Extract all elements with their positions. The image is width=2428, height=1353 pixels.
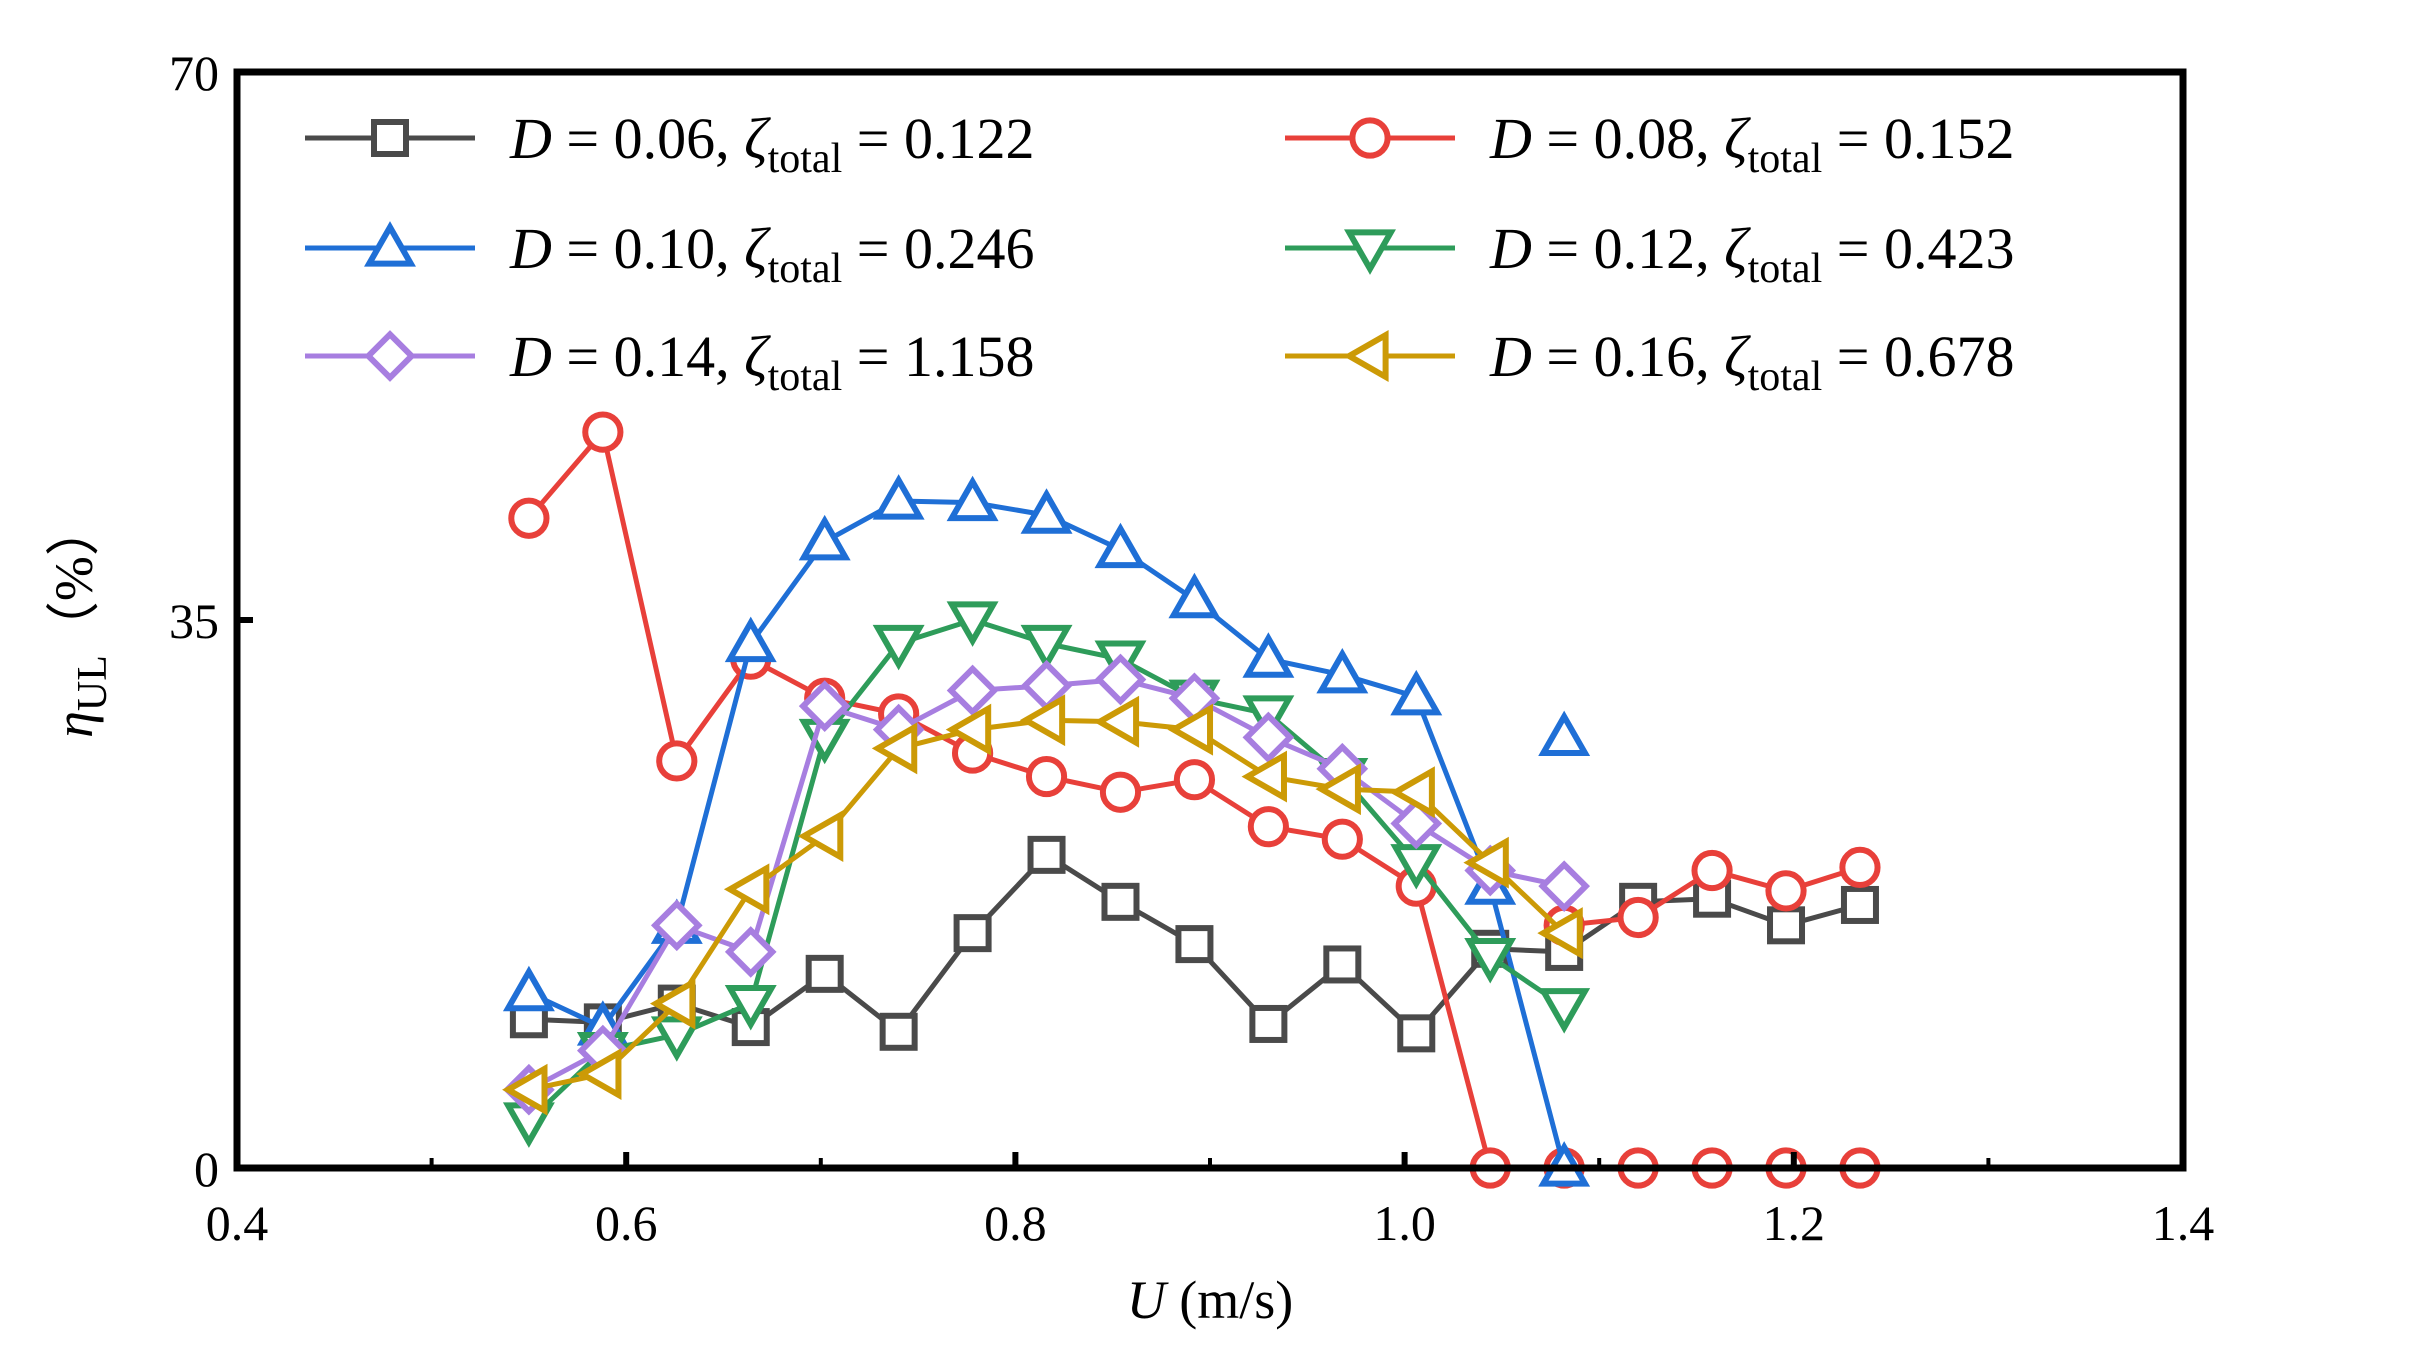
data-point: [953, 914, 992, 953]
data-point: [1538, 710, 1591, 757]
data-point: [1020, 488, 1073, 534]
data-point: [1315, 763, 1361, 816]
data-point: [656, 740, 698, 782]
y-tick-label: 70: [169, 45, 219, 101]
legend-item-0.16: D = 0.16, ζtotal = 0.678: [1285, 324, 2014, 400]
legend-marker: [1349, 117, 1391, 159]
data-point: [1464, 938, 1517, 984]
ticks-layer: 0.4 0.6 0.8 1.0 1.2 1.4 0 35 70: [169, 45, 2214, 1251]
data-point: [798, 514, 851, 561]
data-point: [723, 863, 770, 916]
legend-label: D = 0.10, ζtotal = 0.246: [509, 216, 1034, 292]
data-point: [582, 411, 624, 453]
data-point: [1020, 624, 1073, 671]
data-point: [1019, 694, 1066, 747]
x-axis-title: U (m/s): [1127, 1270, 1294, 1330]
data-point: [724, 926, 777, 978]
data-point: [1691, 849, 1733, 892]
data-point: [1027, 835, 1066, 874]
data-point: [1173, 759, 1216, 801]
data-point: [797, 810, 844, 863]
data-point: [946, 664, 999, 717]
data-point: [872, 474, 925, 520]
y-axis-title: ηUL（%）: [44, 502, 116, 738]
data-point: [1765, 870, 1807, 912]
legend-label: D = 0.12, ζtotal = 0.423: [1489, 216, 2014, 292]
x-tick-label: 1.0: [1373, 1195, 1436, 1251]
data-point: [1390, 669, 1443, 716]
legend-item-0.12: D = 0.12, ζtotal = 0.423: [1285, 216, 2014, 292]
data-point: [508, 497, 550, 539]
data-point: [1463, 836, 1509, 889]
data-point: [1538, 860, 1591, 913]
series-layer: [502, 411, 1881, 1189]
series-0.08: [508, 411, 1881, 1189]
data-point: [1537, 907, 1583, 960]
legend-marker: [364, 221, 416, 267]
data-point: [1101, 882, 1140, 921]
legend-marker: [371, 119, 409, 157]
y-tick-label: 0: [194, 1141, 219, 1197]
data-point: [1168, 572, 1221, 619]
data-point: [1094, 653, 1147, 706]
data-point: [1094, 522, 1147, 569]
data-point: [649, 977, 696, 1030]
series-0.16: [502, 694, 1583, 1116]
data-point: [1242, 711, 1295, 764]
data-point: [1323, 945, 1362, 984]
data-point: [1316, 647, 1369, 694]
y-tick-label: 35: [169, 593, 219, 649]
legend-item-0.06: D = 0.06, ζtotal = 0.122: [305, 106, 1034, 182]
legend-label: D = 0.14, ζtotal = 1.158: [509, 324, 1034, 400]
data-point: [1249, 1004, 1288, 1043]
x-tick-label: 0.4: [206, 1195, 269, 1251]
legend: D = 0.06, ζtotal = 0.122 D = 0.08, ζtotal…: [305, 106, 2014, 400]
data-point: [872, 624, 925, 671]
legend-marker: [1343, 330, 1389, 382]
legend-label: D = 0.08, ζtotal = 0.152: [1489, 106, 2014, 182]
data-point: [1321, 818, 1363, 860]
data-point: [805, 954, 844, 993]
data-point: [1025, 755, 1068, 798]
legend-marker: [1344, 229, 1396, 275]
data-point: [724, 985, 777, 1031]
data-point: [1538, 988, 1591, 1034]
data-point: [1242, 632, 1295, 678]
legend-item-0.08: D = 0.08, ζtotal = 0.152: [1285, 106, 2014, 182]
x-tick-label: 0.8: [984, 1195, 1047, 1251]
data-point: [1840, 885, 1879, 924]
data-point: [1767, 906, 1806, 945]
data-point: [1099, 771, 1142, 813]
data-point: [1617, 896, 1659, 939]
data-point: [650, 1016, 703, 1062]
data-point: [1389, 766, 1435, 819]
legend-label: D = 0.06, ζtotal = 0.122: [509, 106, 1034, 182]
x-tick-label: 0.6: [595, 1195, 658, 1251]
data-point: [650, 899, 703, 952]
x-tick-label: 1.4: [2152, 1195, 2215, 1251]
data-point: [1247, 806, 1289, 848]
data-point: [1397, 1014, 1436, 1053]
legend-item-0.10: D = 0.10, ζtotal = 0.246: [305, 216, 1034, 292]
data-point: [1167, 703, 1214, 756]
data-point: [879, 1012, 918, 1051]
x-tick-label: 1.2: [1763, 1195, 1826, 1251]
data-point: [724, 616, 777, 663]
data-point: [1839, 846, 1881, 888]
data-point: [945, 703, 992, 756]
data-point: [576, 1048, 622, 1101]
legend-label: D = 0.16, ζtotal = 0.678: [1489, 324, 2014, 400]
data-point: [946, 601, 999, 647]
data-point: [798, 680, 851, 732]
data-point: [946, 475, 999, 522]
legend-marker: [364, 330, 416, 382]
legend-item-0.14: D = 0.14, ζtotal = 1.158: [305, 324, 1034, 400]
data-point: [1175, 925, 1214, 964]
data-point: [1093, 695, 1140, 748]
data-point: [502, 965, 555, 1012]
data-point: [1241, 750, 1287, 803]
data-point: [502, 1063, 548, 1116]
data-point: [871, 722, 918, 775]
